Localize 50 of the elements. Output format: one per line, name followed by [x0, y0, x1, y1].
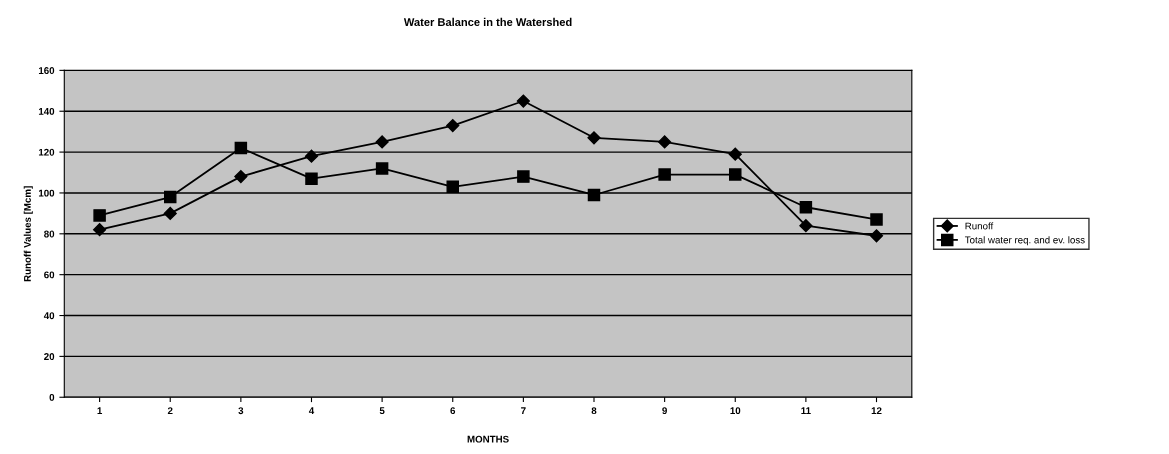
point [446, 180, 459, 194]
y-tick-label: 40 [43, 312, 55, 320]
chart-title: Water Balance in the Watershed [403, 17, 572, 27]
y-tick-label: 140 [38, 107, 55, 115]
point [587, 131, 601, 145]
x-tick-label: 5 [379, 407, 385, 415]
point [234, 141, 248, 155]
x-tick-label: 12 [871, 407, 882, 415]
legend-label: Total water req. and ev. loss [964, 236, 1085, 246]
y-tick-label: 20 [44, 353, 55, 361]
point [728, 147, 742, 161]
x-tick-label: 10 [730, 407, 741, 415]
point [799, 219, 813, 233]
point [93, 209, 106, 222]
point [305, 172, 318, 185]
point [304, 149, 319, 163]
y-tick-label: 120 [38, 148, 55, 156]
y-tick-label: 160 [38, 67, 55, 74]
x-axis-title: MONTHS [467, 435, 509, 443]
x-tick-label: 9 [662, 407, 667, 415]
x-tick-label: 7 [521, 407, 526, 415]
point [375, 162, 389, 175]
y-tick-label: 0 [49, 393, 55, 401]
point [658, 135, 672, 149]
x-tick-label: 3 [238, 407, 244, 415]
point [163, 206, 177, 220]
point [516, 94, 530, 108]
point [869, 229, 884, 243]
point [163, 190, 177, 204]
y-tick-label: 80 [44, 230, 55, 238]
point [799, 201, 813, 214]
legend-label: Runoff [965, 222, 994, 230]
point [375, 135, 389, 149]
point [870, 213, 883, 226]
y-tick-label: 60 [44, 271, 55, 279]
x-tick-label: 1 [97, 407, 103, 415]
x-tick-label: 6 [450, 407, 456, 415]
y-tick-label: 100 [38, 189, 55, 197]
point [729, 168, 742, 181]
point [234, 170, 248, 184]
point [517, 170, 530, 183]
point [658, 168, 671, 181]
point [93, 223, 107, 237]
y-axis-title: Runoff Values [Mcm] [23, 186, 33, 282]
x-tick-label: 8 [591, 407, 597, 415]
point [587, 188, 601, 202]
point [446, 118, 460, 133]
x-tick-label: 11 [801, 407, 811, 415]
x-tick-label: 4 [308, 407, 315, 415]
x-tick-label: 2 [167, 407, 173, 415]
